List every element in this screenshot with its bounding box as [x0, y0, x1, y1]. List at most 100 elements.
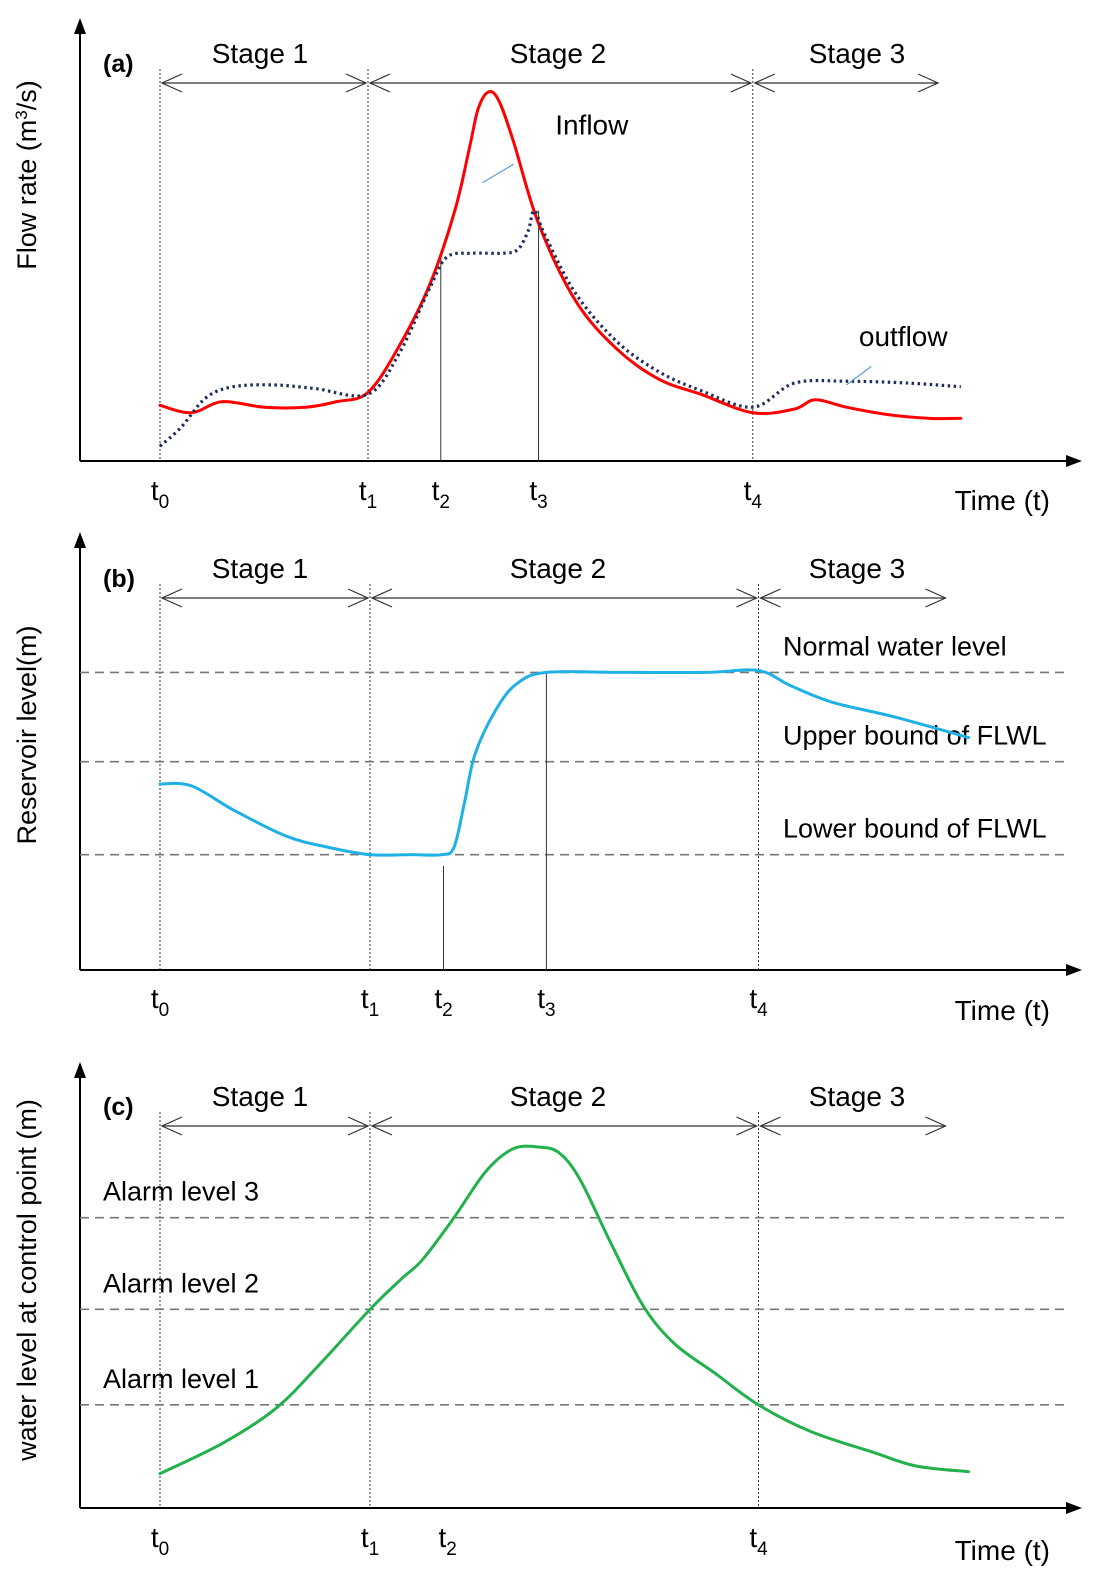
reference-label: Alarm level 1	[103, 1364, 259, 1394]
arrow-left-icon	[759, 1116, 781, 1136]
tick-label-base: t	[439, 1522, 447, 1553]
panel-label: (a)	[103, 50, 134, 78]
tick-label-base: t	[529, 475, 537, 506]
x-axis-arrow-icon	[1066, 964, 1082, 976]
tick-label: t4	[749, 1522, 768, 1560]
tick-label-base: t	[434, 983, 442, 1014]
tick-label: t0	[151, 983, 169, 1021]
stage-label: Stage 2	[510, 1081, 607, 1112]
series-label: Inflow	[555, 110, 629, 141]
series-inflow: Inflow	[158, 90, 963, 421]
arrow-right-icon	[347, 588, 370, 608]
stage-label: Stage 1	[212, 553, 309, 584]
tick-label-sub: 1	[369, 1539, 380, 1560]
tick-label-base: t	[359, 475, 367, 506]
tick-label: t3	[537, 983, 555, 1021]
tick-label: t4	[744, 475, 763, 513]
tick-label-sub: 4	[751, 492, 762, 513]
panel-c: water level at control point (m) (c) Stage…	[12, 1062, 1082, 1566]
series-leader-line	[482, 163, 514, 184]
reference-label: Lower bound of FLWL	[783, 814, 1047, 844]
reference-label: Normal water level	[783, 631, 1007, 661]
panel-label: (b)	[103, 565, 135, 593]
reference-label: Upper bound of FLWL	[783, 721, 1047, 751]
arrow-left-icon	[160, 588, 183, 608]
tick-label: t1	[361, 983, 379, 1021]
stage-arrow-3: Stage 3	[759, 553, 947, 608]
stage-arrow-2: Stage 2	[370, 553, 758, 608]
tick-label-sub: 2	[446, 1539, 457, 1560]
series-leader-line	[846, 365, 872, 386]
reference-label: Alarm level 2	[103, 1268, 259, 1298]
series-line	[158, 1144, 970, 1476]
arrow-right-icon	[345, 73, 368, 93]
x-axis-arrow-icon	[1066, 455, 1082, 467]
tick-label-sub: 1	[369, 1000, 380, 1021]
x-axis-label: Time (t)	[955, 995, 1050, 1026]
series-line	[158, 668, 970, 857]
tick-label: t4	[749, 983, 768, 1021]
x-axis-label: Time (t)	[955, 1535, 1050, 1566]
tick-label: t2	[434, 983, 452, 1021]
tick-label-sub: 3	[545, 1000, 556, 1021]
y-axis-label: Reservoir level(m)	[12, 625, 42, 844]
series-line	[158, 208, 961, 448]
tick-label: t0	[151, 475, 169, 513]
stage-label: Stage 2	[510, 38, 607, 69]
stage-label: Stage 3	[809, 38, 906, 69]
stage-label: Stage 2	[510, 553, 607, 584]
stage-arrow-1: Stage 1	[160, 1081, 370, 1136]
x-axis-arrow-icon	[1066, 1502, 1082, 1514]
tick-label-sub: 0	[159, 492, 170, 513]
tick-label-base: t	[749, 1522, 757, 1553]
tick-label-base: t	[361, 983, 369, 1014]
arrow-left-icon	[368, 73, 391, 93]
reference-label: Alarm level 3	[103, 1177, 259, 1207]
arrow-left-icon	[759, 588, 781, 608]
series-line	[158, 668, 970, 857]
stage-label: Stage 3	[809, 553, 906, 584]
stage-label: Stage 1	[212, 38, 309, 69]
stage-arrow-1: Stage 1	[160, 38, 368, 93]
tick-label: t1	[359, 475, 377, 513]
tick-label-base: t	[151, 1522, 159, 1553]
tick-label-base: t	[151, 983, 159, 1014]
series-outflow: outflow	[158, 208, 961, 448]
tick-label-base: t	[749, 983, 757, 1014]
panel-b: Reservoir level(m) (b) Stage 1 Stage 2 Stage…	[12, 532, 1082, 1026]
stage-arrow-3: Stage 3	[759, 1081, 947, 1136]
stage-arrow-2: Stage 2	[370, 1081, 758, 1136]
y-axis-label: water level at control point (m)	[12, 1099, 42, 1462]
tick-label-base: t	[744, 475, 752, 506]
stage-label: Stage 3	[809, 1081, 906, 1112]
tick-label: t1	[361, 1522, 379, 1560]
arrow-right-icon	[730, 73, 753, 93]
stage-arrow-2: Stage 2	[368, 38, 753, 93]
y-axis-arrow-icon	[74, 532, 86, 548]
arrow-right-icon	[347, 1116, 370, 1136]
series-label: outflow	[859, 321, 948, 352]
tick-label-base: t	[537, 983, 545, 1014]
stage-arrow-3: Stage 3	[753, 38, 940, 93]
tick-label-base: t	[432, 475, 440, 506]
arrow-right-icon	[925, 588, 947, 608]
arrow-left-icon	[370, 588, 393, 608]
tick-label: t2	[432, 475, 450, 513]
tick-label-sub: 2	[442, 1000, 453, 1021]
stage-arrow-1: Stage 1	[160, 553, 370, 608]
arrow-left-icon	[753, 73, 776, 93]
arrow-left-icon	[370, 1116, 393, 1136]
tick-label-base: t	[151, 475, 159, 506]
tick-label: t3	[529, 475, 547, 513]
x-axis-label: Time (t)	[955, 485, 1050, 516]
arrow-right-icon	[736, 1116, 758, 1136]
tick-label-sub: 2	[439, 492, 450, 513]
arrow-left-icon	[160, 73, 183, 93]
y-axis-arrow-icon	[74, 1062, 86, 1078]
y-axis-label-sup: 3	[12, 110, 31, 119]
panel-label: (c)	[103, 1093, 134, 1121]
y-axis-label: Flow rate (m3/s)	[12, 80, 42, 270]
tick-label: t0	[151, 1522, 169, 1560]
series-line	[158, 90, 963, 421]
arrow-right-icon	[736, 588, 758, 608]
